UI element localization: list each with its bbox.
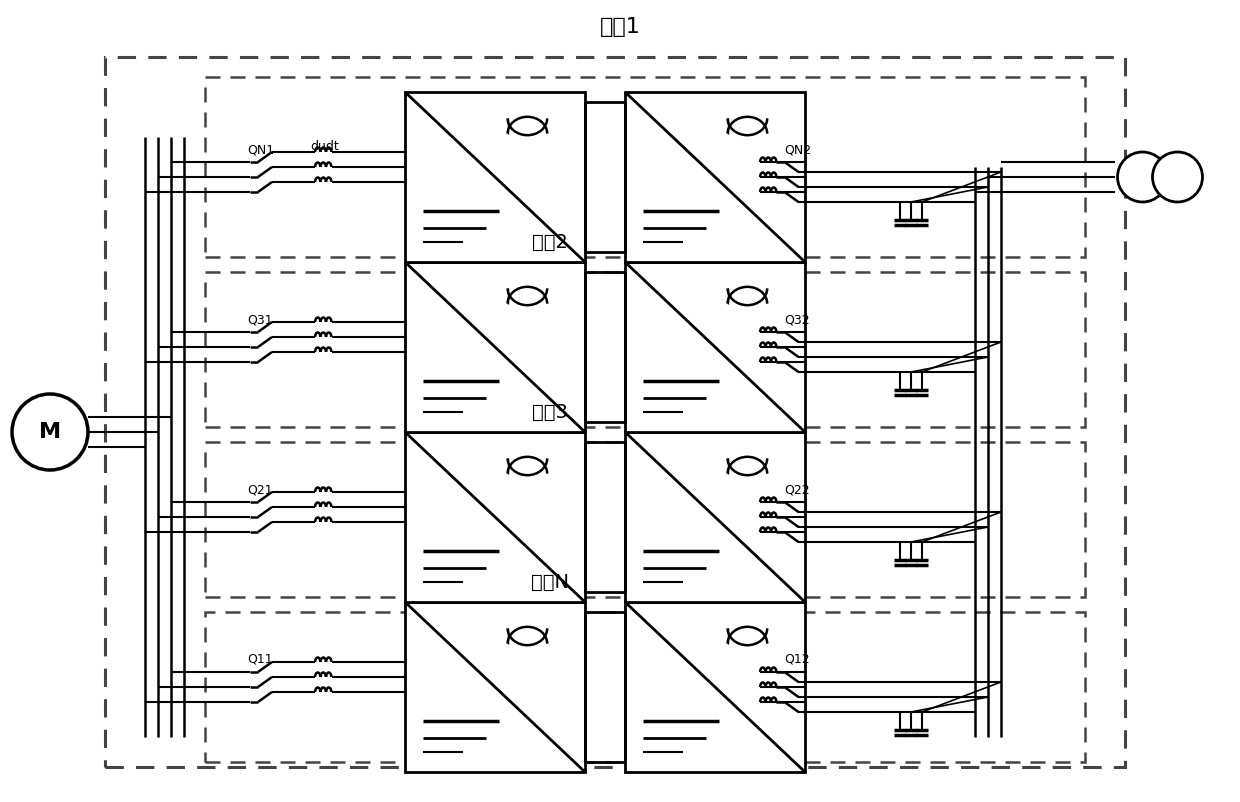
Text: M: M bbox=[38, 422, 61, 442]
Text: Q21: Q21 bbox=[247, 483, 273, 496]
Bar bbox=[625, 92, 805, 262]
Bar bbox=[405, 262, 585, 432]
Text: Q22: Q22 bbox=[785, 483, 810, 496]
Text: Q32: Q32 bbox=[785, 313, 810, 326]
Text: Q11: Q11 bbox=[247, 653, 273, 666]
Circle shape bbox=[1117, 152, 1168, 202]
Bar bbox=[625, 262, 805, 432]
Bar bbox=[205, 612, 1085, 762]
Text: dudt: dudt bbox=[311, 140, 340, 153]
Bar bbox=[405, 602, 585, 772]
Bar bbox=[105, 57, 1125, 767]
Bar bbox=[625, 432, 805, 602]
Text: QN1: QN1 bbox=[247, 143, 274, 156]
Text: 模块N: 模块N bbox=[531, 573, 569, 592]
Text: 模块3: 模块3 bbox=[532, 403, 568, 422]
Text: Q12: Q12 bbox=[785, 653, 810, 666]
Text: 模块2: 模块2 bbox=[532, 233, 568, 252]
Text: Q31: Q31 bbox=[247, 313, 273, 326]
Circle shape bbox=[12, 394, 88, 470]
Text: QN2: QN2 bbox=[785, 143, 812, 156]
Circle shape bbox=[1152, 152, 1203, 202]
Bar bbox=[625, 602, 805, 772]
Bar bbox=[205, 272, 1085, 427]
Bar bbox=[405, 92, 585, 262]
Bar bbox=[405, 432, 585, 602]
Bar bbox=[205, 77, 1085, 257]
Text: 模块1: 模块1 bbox=[600, 17, 640, 37]
Bar bbox=[205, 442, 1085, 597]
